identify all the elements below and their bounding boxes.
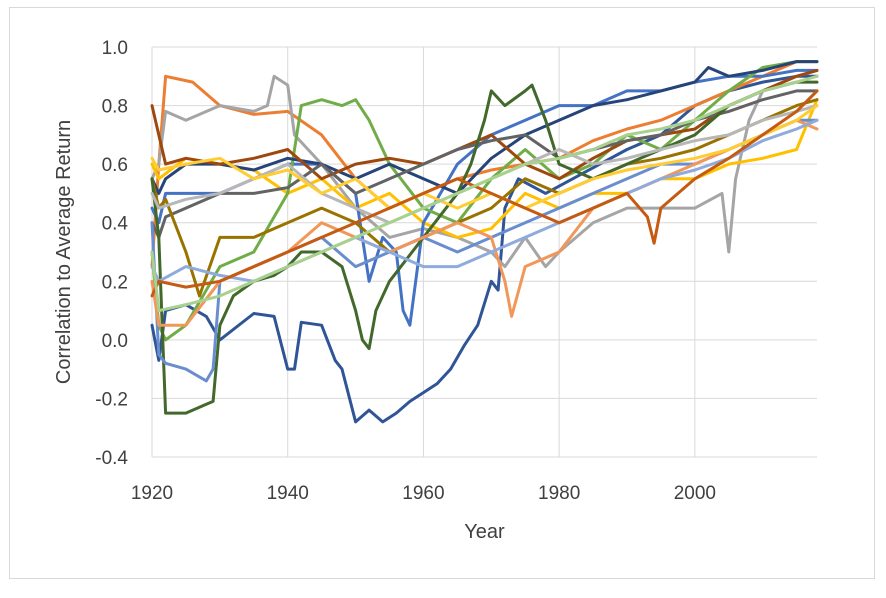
y-tick-label: 0.2 bbox=[102, 272, 128, 293]
series-line-series-7 bbox=[150, 60, 819, 195]
y-tick-label: 0.6 bbox=[102, 155, 128, 176]
x-axis-title: Year bbox=[464, 521, 505, 543]
y-tick-label: 1.0 bbox=[102, 38, 128, 59]
series-line-series-18 bbox=[150, 74, 819, 313]
x-tick-label: 2000 bbox=[674, 483, 716, 504]
series-lines bbox=[150, 60, 819, 424]
y-axis-title: Correlation to Average Return bbox=[53, 120, 75, 384]
x-tick-label: 1980 bbox=[538, 483, 580, 504]
y-tick-label: -0.2 bbox=[95, 389, 128, 410]
x-tick-label: 1960 bbox=[402, 483, 444, 504]
series-line-series-17 bbox=[150, 89, 819, 298]
x-tick-label: 1920 bbox=[131, 483, 173, 504]
y-tick-label: 0.4 bbox=[102, 214, 129, 235]
series-line-series-6 bbox=[150, 60, 819, 342]
series-line-series-1 bbox=[150, 74, 819, 424]
y-tick-label: -0.4 bbox=[95, 448, 128, 469]
series-line-series-16 bbox=[150, 118, 819, 283]
y-tick-label: 0.8 bbox=[102, 97, 128, 118]
series-line-series-15 bbox=[150, 104, 819, 210]
series-line-series-11 bbox=[150, 80, 819, 415]
series-line-series-9 bbox=[150, 89, 819, 239]
x-tick-label: 1940 bbox=[267, 483, 309, 504]
tick-labels: -0.4 -0.2 0.0 0.2 0.4 0.6 0.8 1.0 1920 1940 1960 19… bbox=[95, 38, 716, 504]
y-tick-label: 0.0 bbox=[102, 331, 128, 352]
